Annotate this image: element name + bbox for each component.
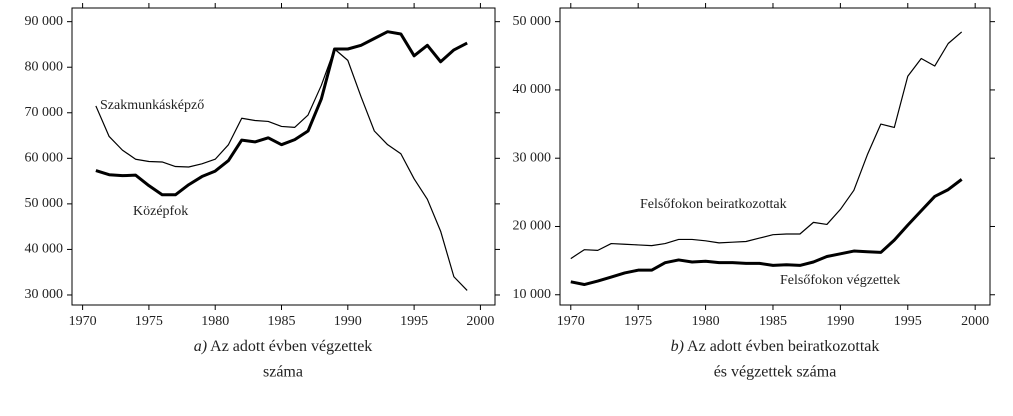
caption-line: száma xyxy=(263,364,303,381)
y-tick-label: 50 000 xyxy=(25,196,64,211)
y-tick-label: 70 000 xyxy=(25,105,64,120)
caption: b) Az adott évben beiratkozottak xyxy=(671,338,880,355)
y-tick-label: 40 000 xyxy=(513,82,552,97)
series-line xyxy=(570,31,963,260)
y-tick-label: 40 000 xyxy=(25,242,64,257)
plot-frame xyxy=(71,7,496,306)
y-tick-label: 60 000 xyxy=(25,151,64,166)
y-tick-label: 30 000 xyxy=(25,287,64,302)
x-tick-label: 1970 xyxy=(557,314,585,329)
caption-line: Az adott évben beiratkozottak xyxy=(687,338,879,355)
x-tick-label: 1980 xyxy=(201,314,229,329)
plot-frame xyxy=(559,7,991,306)
series-line xyxy=(570,178,963,287)
x-tick-label: 1990 xyxy=(334,314,362,329)
x-tick-label: 1975 xyxy=(624,314,652,329)
caption-line: és végzettek száma xyxy=(714,364,837,381)
series-label: Középfok xyxy=(133,204,188,219)
series-label: Felsőfokon beiratkozottak xyxy=(640,197,787,212)
caption-label: a) xyxy=(194,338,207,355)
caption-label: b) xyxy=(671,338,684,355)
series-label: Felsőfokon végzettek xyxy=(780,273,900,288)
y-tick-label: 20 000 xyxy=(513,219,552,234)
y-tick-label: 80 000 xyxy=(25,59,64,74)
y-tick-label: 50 000 xyxy=(513,14,552,29)
y-tick-label: 10 000 xyxy=(513,287,552,302)
x-tick-label: 1985 xyxy=(268,314,296,329)
x-tick-label: 1980 xyxy=(692,314,720,329)
x-tick-label: 1975 xyxy=(135,314,163,329)
x-tick-label: 1995 xyxy=(400,314,428,329)
x-tick-label: 2000 xyxy=(466,314,494,329)
x-tick-label: 2000 xyxy=(961,314,989,329)
x-tick-label: 1985 xyxy=(759,314,787,329)
series-line xyxy=(95,30,468,197)
y-tick-label: 90 000 xyxy=(25,14,64,29)
x-tick-label: 1995 xyxy=(894,314,922,329)
y-tick-label: 30 000 xyxy=(513,150,552,165)
x-tick-label: 1990 xyxy=(826,314,854,329)
series-label: Szakmunkásképző xyxy=(100,98,204,113)
series-line xyxy=(95,48,468,291)
caption-line: Az adott évben végzettek xyxy=(210,338,372,355)
caption: a) Az adott évben végzettek xyxy=(194,338,373,355)
x-tick-label: 1970 xyxy=(69,314,97,329)
